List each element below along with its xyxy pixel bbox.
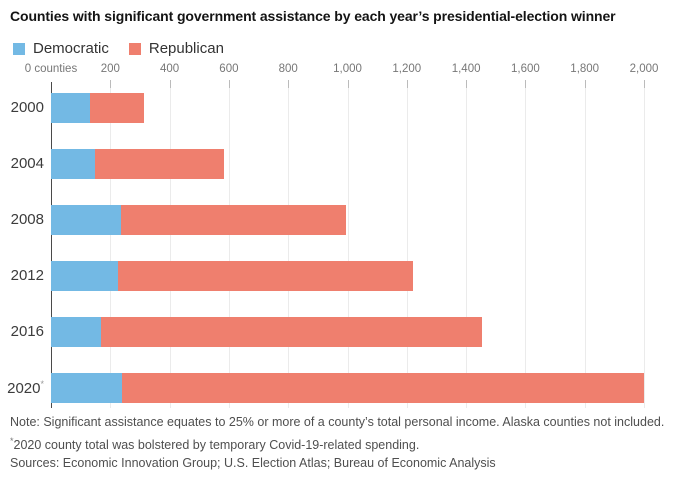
legend-label-republican: Republican — [148, 40, 224, 57]
grid-line — [584, 88, 586, 408]
x-tick-label: 1,400 — [451, 63, 481, 75]
grid-line — [525, 88, 527, 408]
x-tick-mark — [228, 80, 230, 88]
legend-item-democratic: Democratic — [13, 40, 109, 57]
footnote-line: *2020 county total was bolstered by temp… — [10, 432, 670, 455]
year-footnote-mark: * — [40, 379, 44, 389]
bar-segment-republican-2020 — [122, 373, 644, 403]
x-tick-mark — [584, 80, 586, 88]
bar-segment-republican-2012 — [117, 261, 413, 291]
x-tick-label: 200 — [100, 63, 120, 75]
year-label: 2000 — [10, 99, 44, 116]
x-tick-mark — [466, 80, 468, 88]
year-label: 2004 — [10, 155, 44, 172]
bar-segment-republican-2004 — [95, 149, 225, 179]
grid-line — [466, 88, 468, 408]
grid-line — [347, 88, 349, 408]
x-tick-mark — [110, 80, 112, 88]
x-axis-tick-labels: 0 counties 200 400 600 800 1,000 1,200 1,400 1,6… — [25, 63, 659, 77]
chart-notes: Note: Significant assistance equates to … — [10, 413, 670, 473]
legend-label-democratic: Democratic — [33, 40, 109, 57]
democratic-swatch-icon — [13, 42, 25, 55]
x-tick-label: 2,000 — [629, 63, 659, 75]
bar-segment-democratic-2000 — [51, 93, 90, 123]
x-tick-mark — [644, 80, 645, 88]
republican-swatch-icon — [128, 42, 141, 55]
x-tick-mark — [169, 80, 171, 88]
grid-line — [644, 88, 645, 408]
grid-line — [169, 88, 171, 408]
year-label: 2020* — [7, 379, 44, 397]
x-tick-label: 0 counties — [24, 63, 78, 75]
year-label: 2016 — [10, 323, 44, 340]
legend: Democratic Republican — [13, 40, 224, 57]
bar-segment-republican-2008 — [120, 205, 346, 235]
bar-segment-democratic-2012 — [51, 261, 118, 291]
x-tick-mark — [288, 80, 290, 88]
grid-line — [228, 88, 230, 408]
sources-line: Sources: Economic Innovation Group; U.S.… — [10, 456, 496, 471]
chart-title: Counties with significant government ass… — [10, 8, 616, 24]
bar-segment-republican-2016 — [101, 317, 483, 347]
x-tick-mark — [347, 80, 349, 88]
x-tick-label: 1,800 — [570, 63, 600, 75]
year-label: 2008 — [10, 211, 44, 228]
bar-segment-democratic-2020 — [51, 373, 123, 403]
legend-item-republican: Republican — [128, 40, 224, 57]
footnote-text: 2020 county total was bolstered by tempo… — [13, 437, 420, 452]
bar-segment-republican-2000 — [89, 93, 145, 123]
x-tick-label: 800 — [278, 63, 298, 75]
footnote-mark: * — [10, 435, 14, 446]
bar-segment-democratic-2008 — [51, 205, 121, 235]
x-tick-label: 1,600 — [511, 63, 540, 75]
x-tick-label: 1,000 — [333, 63, 362, 75]
grid-line — [288, 88, 290, 408]
grid-line — [110, 88, 112, 408]
x-tick-label: 400 — [160, 63, 180, 75]
bar-segment-democratic-2004 — [51, 149, 96, 179]
x-tick-mark — [525, 80, 527, 88]
plot-area: 2000 2004 2008 2012 2016 2020* — [7, 80, 645, 408]
y-axis-line — [51, 82, 52, 408]
x-tick-mark — [406, 80, 408, 88]
bar-segment-democratic-2016 — [51, 317, 102, 347]
note-line: Note: Significant assistance equates to … — [10, 415, 665, 429]
year-label: 2012 — [10, 267, 44, 284]
x-tick-label: 600 — [219, 63, 239, 75]
grid-line — [406, 88, 408, 408]
x-tick-label: 1,200 — [392, 63, 422, 75]
